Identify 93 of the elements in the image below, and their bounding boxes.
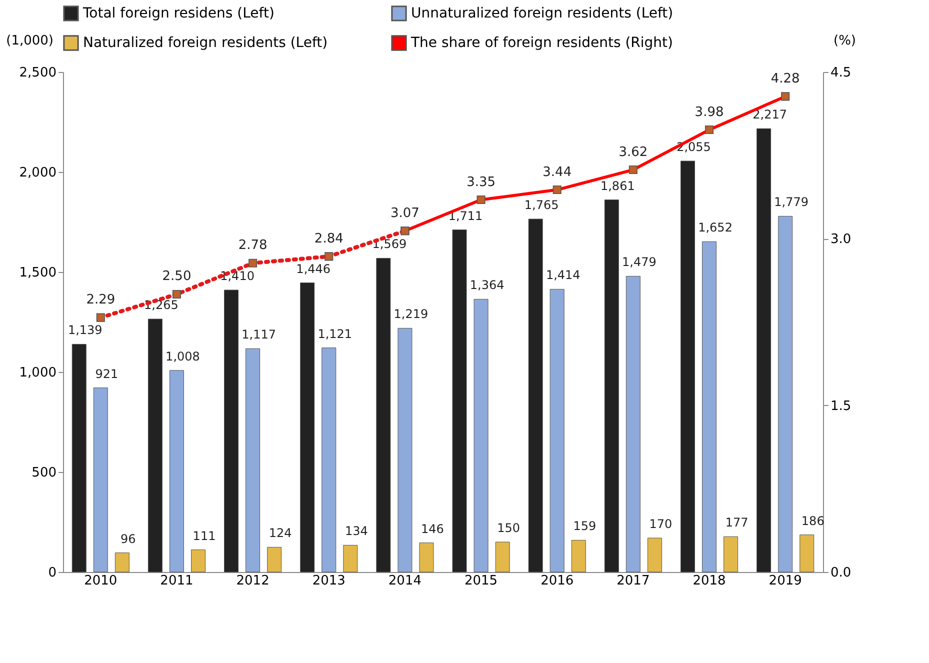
bar	[169, 370, 184, 572]
bar	[322, 348, 336, 572]
legend-label: Unnaturalized foreign residents (Left)	[411, 5, 674, 22]
bar	[626, 276, 640, 572]
data-label: 1,410	[220, 269, 254, 283]
bar	[300, 282, 315, 572]
data-label: 159	[573, 519, 596, 534]
data-label: 1,139	[68, 323, 102, 338]
y2-tick-label: 4.5	[830, 66, 852, 80]
bar	[114, 552, 130, 572]
data-label: 3.44	[542, 164, 572, 180]
data-label: 3.98	[694, 104, 724, 120]
legend-label: Naturalized foreign residents (Left)	[83, 35, 328, 51]
bar	[495, 542, 510, 572]
bar	[550, 288, 564, 572]
y-axis-title: (1,000)	[6, 34, 54, 48]
legend-label: The share of foreign residents (Right)	[410, 35, 673, 51]
data-label: 1,121	[318, 326, 352, 341]
bar	[756, 128, 772, 572]
bar	[724, 536, 738, 572]
y2-tick-label: 0.0	[830, 566, 852, 580]
x-tick-label: 2014	[388, 574, 422, 588]
data-label: 150	[497, 521, 520, 535]
y2-axis-title: (%)	[834, 34, 856, 48]
data-label: 921	[95, 366, 118, 381]
data-label: 1,117	[242, 328, 276, 342]
y2-tick-label: 1.5	[830, 398, 852, 414]
bar	[474, 298, 488, 572]
bar	[148, 318, 162, 572]
data-label: 3.62	[618, 144, 648, 160]
bar	[376, 258, 391, 572]
bar	[267, 546, 282, 572]
y-tick-label: 2,500	[19, 66, 56, 80]
data-label: 134	[344, 524, 368, 538]
data-label: 1,779	[774, 195, 809, 210]
data-label: 2.29	[86, 292, 116, 308]
data-label: 170	[649, 517, 672, 531]
data-label: 2.84	[314, 231, 344, 246]
y-tick-label: 1,000	[19, 366, 56, 380]
x-tick-label: 2016	[540, 574, 574, 588]
bar	[778, 216, 793, 572]
data-label: 111	[192, 528, 216, 543]
bar	[528, 218, 543, 572]
bar	[191, 550, 206, 572]
x-tick-label: 2017	[616, 574, 650, 588]
x-tick-label: 2015	[464, 574, 498, 588]
x-tick-label: 2018	[692, 574, 726, 588]
bar	[224, 290, 239, 572]
x-tick-label: 2019	[768, 574, 802, 588]
data-label: 1,446	[296, 262, 331, 276]
bar	[419, 542, 434, 572]
data-label: 2.78	[238, 238, 268, 254]
x-tick-label: 2011	[160, 574, 194, 588]
data-label: 1,008	[166, 349, 200, 364]
data-label: 3.35	[466, 174, 496, 190]
x-tick-label: 2010	[84, 574, 118, 588]
data-label: 2,055	[676, 140, 711, 154]
data-label: 96	[120, 532, 136, 546]
data-label: 1,414	[546, 268, 580, 282]
data-label: 1,765	[524, 198, 559, 212]
y-tick-label: 0	[48, 566, 56, 580]
data-label: 124	[268, 526, 292, 540]
data-label: 1,861	[600, 178, 635, 193]
data-label: 1,479	[622, 255, 656, 270]
y-tick-label: 500	[32, 466, 56, 480]
bar	[398, 328, 412, 572]
data-label: 3.07	[390, 206, 420, 221]
bar	[647, 538, 662, 572]
x-tick-label: 2013	[312, 574, 346, 588]
bar	[343, 544, 358, 572]
data-label: 4.28	[770, 71, 800, 86]
data-label: 1,219	[394, 307, 428, 322]
legend-label: Total foreign residens (Left)	[82, 5, 274, 22]
y-tick-label: 1,500	[19, 266, 56, 280]
x-tick-label: 2012	[236, 574, 270, 588]
bar	[571, 540, 586, 572]
bar	[452, 230, 467, 572]
data-label: 1,652	[698, 220, 732, 235]
data-label: 177	[725, 516, 748, 530]
bar	[246, 348, 260, 572]
y-tick-label: 2,000	[19, 166, 56, 180]
bar	[72, 344, 86, 572]
data-label: 186	[801, 514, 824, 528]
bar	[604, 200, 619, 572]
data-label: 1,364	[470, 278, 504, 292]
bar	[680, 160, 695, 572]
data-label: 146	[421, 522, 444, 536]
y2-tick-label: 3.0	[830, 232, 852, 248]
bar	[800, 534, 814, 572]
bar	[93, 388, 108, 572]
data-label: 2,217	[752, 108, 787, 122]
data-label: 2.50	[162, 269, 192, 284]
bar	[702, 241, 717, 572]
